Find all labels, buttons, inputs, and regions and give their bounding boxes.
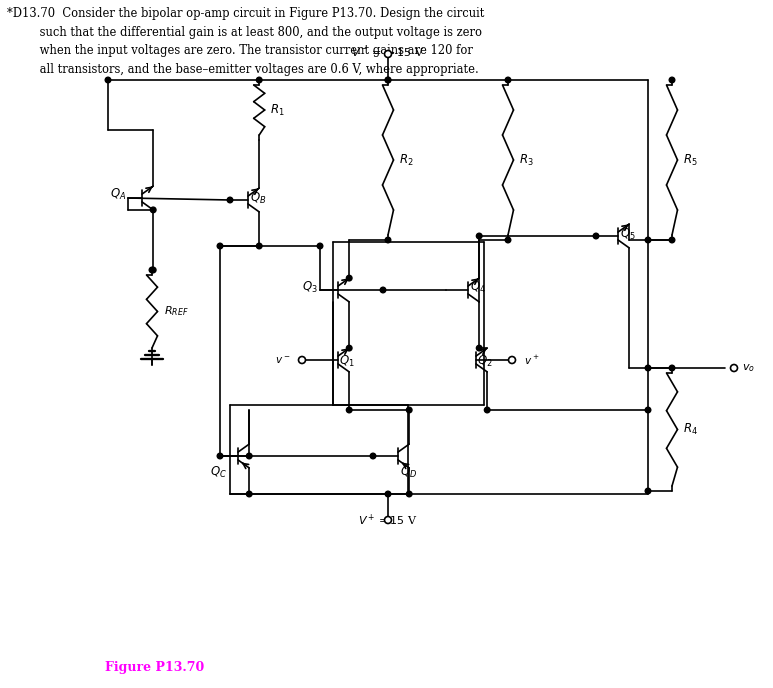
Text: $R_1$: $R_1$ xyxy=(271,103,284,118)
Circle shape xyxy=(593,233,599,239)
Circle shape xyxy=(346,275,352,281)
Circle shape xyxy=(151,267,156,273)
Circle shape xyxy=(151,207,156,213)
Text: $R_4$: $R_4$ xyxy=(683,422,698,437)
Text: $Q_A$: $Q_A$ xyxy=(110,186,126,202)
Text: $Q_5$: $Q_5$ xyxy=(620,226,635,241)
Circle shape xyxy=(645,237,651,243)
Circle shape xyxy=(669,77,675,83)
Text: Figure P13.70: Figure P13.70 xyxy=(105,661,204,674)
Circle shape xyxy=(298,356,305,363)
Text: $R_3$: $R_3$ xyxy=(519,153,533,168)
Circle shape xyxy=(385,237,391,243)
Circle shape xyxy=(669,365,675,371)
Text: *D13.70  Consider the bipolar op-amp circuit in Figure P13.70. Design the circui: *D13.70 Consider the bipolar op-amp circ… xyxy=(7,7,485,76)
Text: $V^- = -15$ V: $V^- = -15$ V xyxy=(351,46,424,58)
Text: $R_{REF}$: $R_{REF}$ xyxy=(164,305,189,319)
Text: $Q_C$: $Q_C$ xyxy=(209,464,226,480)
Circle shape xyxy=(476,345,482,351)
Circle shape xyxy=(384,50,391,58)
Text: $Q_4$: $Q_4$ xyxy=(470,279,486,294)
Text: $v_o$: $v_o$ xyxy=(742,362,755,374)
Circle shape xyxy=(370,453,376,459)
Circle shape xyxy=(384,517,391,524)
Text: $v^-$: $v^-$ xyxy=(274,354,290,365)
Text: $R_5$: $R_5$ xyxy=(683,153,698,168)
Circle shape xyxy=(476,233,482,239)
Circle shape xyxy=(149,267,155,273)
Text: $Q_1$: $Q_1$ xyxy=(339,354,355,369)
Circle shape xyxy=(317,243,323,249)
Circle shape xyxy=(645,365,651,371)
Circle shape xyxy=(385,491,391,497)
Circle shape xyxy=(227,197,233,203)
Circle shape xyxy=(407,491,412,497)
Circle shape xyxy=(105,77,111,83)
Circle shape xyxy=(257,243,262,249)
Circle shape xyxy=(385,77,391,83)
Text: $V^+ = 15$ V: $V^+ = 15$ V xyxy=(358,513,418,528)
Text: $Q_B$: $Q_B$ xyxy=(250,191,267,206)
Circle shape xyxy=(257,77,262,83)
Circle shape xyxy=(346,345,352,351)
Circle shape xyxy=(217,243,223,249)
Circle shape xyxy=(407,407,412,413)
Circle shape xyxy=(645,488,651,494)
Circle shape xyxy=(509,356,516,363)
Circle shape xyxy=(380,287,386,293)
Circle shape xyxy=(346,407,352,413)
Circle shape xyxy=(506,77,511,83)
Circle shape xyxy=(730,365,737,372)
Circle shape xyxy=(645,407,651,413)
Text: $Q_3$: $Q_3$ xyxy=(302,279,318,294)
Circle shape xyxy=(669,237,675,243)
Circle shape xyxy=(247,491,252,497)
Text: $v^+$: $v^+$ xyxy=(524,354,540,367)
Circle shape xyxy=(506,237,511,243)
Circle shape xyxy=(485,407,490,413)
Circle shape xyxy=(385,77,391,83)
Text: $Q_D$: $Q_D$ xyxy=(400,464,417,480)
Circle shape xyxy=(217,453,223,459)
Text: $R_2$: $R_2$ xyxy=(399,153,414,168)
Circle shape xyxy=(247,453,252,459)
Text: $Q_2$: $Q_2$ xyxy=(477,354,492,369)
